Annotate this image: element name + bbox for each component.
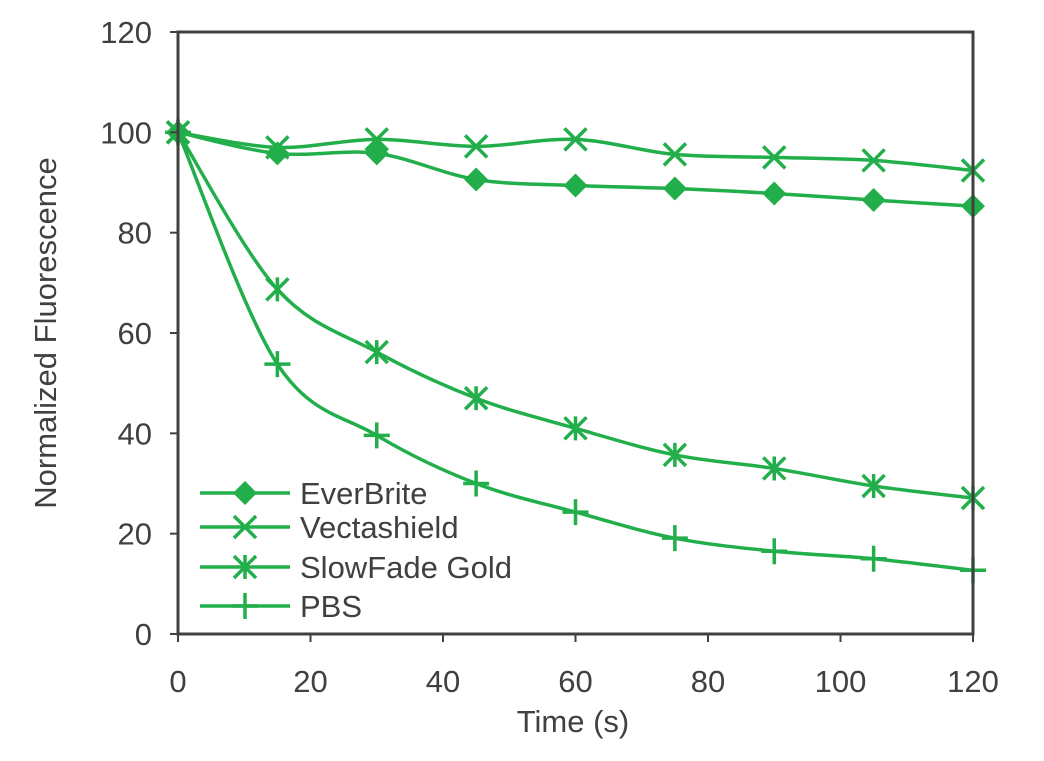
asterisk-marker (364, 339, 389, 365)
x-tick-label: 120 (947, 664, 999, 699)
y-tick-label: 20 (118, 517, 152, 552)
plus-marker (761, 538, 788, 565)
y-tick-label: 40 (118, 416, 152, 451)
asterisk-marker (563, 416, 588, 441)
diamond-marker (364, 141, 389, 166)
x-marker (762, 145, 787, 170)
legend-item: EverBrite (200, 476, 427, 511)
x-tick-label: 60 (558, 664, 592, 699)
diamond-marker (662, 176, 687, 201)
legend-label: EverBrite (300, 476, 427, 511)
series-vectashield (165, 120, 986, 183)
asterisk-marker (265, 277, 290, 302)
diamond-marker (861, 188, 886, 213)
x-marker (463, 134, 489, 159)
diamond-marker (233, 481, 257, 505)
y-tick-label: 80 (118, 216, 152, 251)
x-marker (265, 135, 290, 160)
legend-label: SlowFade Gold (300, 550, 512, 585)
x-tick-label: 20 (293, 664, 327, 699)
y-tick-label: 0 (135, 617, 152, 652)
x-marker (364, 127, 389, 152)
diamond-marker (563, 173, 588, 198)
plus-marker (232, 593, 258, 619)
asterisk-marker (762, 456, 787, 481)
asterisk-marker (463, 385, 489, 411)
asterisk-marker (232, 554, 258, 580)
plus-marker (562, 499, 589, 526)
diamond-marker (464, 167, 489, 192)
plus-marker (463, 470, 490, 497)
y-tick-label: 120 (100, 15, 152, 50)
plus-marker (363, 422, 390, 449)
x-marker (232, 514, 258, 540)
series-pbs (165, 119, 986, 584)
legend-label: Vectashield (300, 510, 459, 545)
x-tick-label: 100 (815, 664, 867, 699)
x-tick-label: 0 (169, 664, 186, 699)
x-marker (861, 148, 886, 173)
x-tick-label: 40 (426, 664, 460, 699)
legend-item: SlowFade Gold (200, 550, 512, 585)
legend-item: Vectashield (200, 510, 459, 545)
y-tick-label: 60 (118, 316, 152, 351)
asterisk-marker (861, 473, 886, 499)
asterisk-marker (662, 442, 688, 468)
x-marker (662, 142, 688, 167)
legend-item: PBS (200, 589, 362, 624)
x-axis-title: Time (s) (517, 704, 630, 739)
diamond-marker (762, 181, 787, 206)
series-line (177, 130, 974, 173)
plus-marker (860, 545, 887, 572)
x-marker (563, 127, 588, 152)
legend-label: PBS (300, 589, 362, 624)
x-tick-label: 80 (691, 664, 725, 699)
plus-marker (661, 525, 688, 552)
y-axis-title: Normalized Fluorescence (28, 157, 63, 508)
series-everbrite (166, 120, 985, 219)
y-tick-label: 100 (100, 115, 152, 150)
plot-frame (176, 30, 975, 636)
plus-marker (264, 351, 291, 378)
